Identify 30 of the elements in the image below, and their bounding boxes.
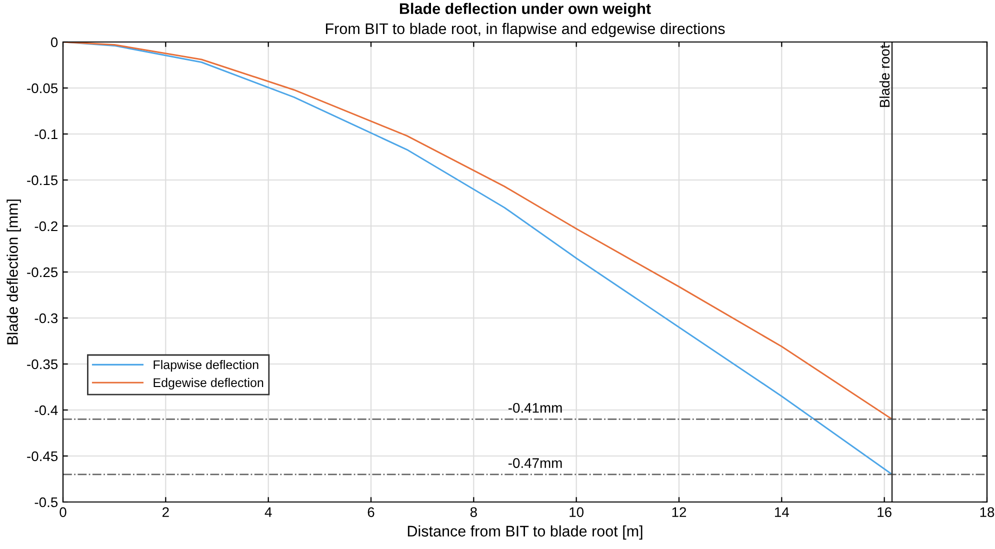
- y-tick-label: -0.25: [27, 267, 58, 278]
- ref-line-label: Blade root: [879, 44, 890, 107]
- y-tick-label: -0.5: [34, 497, 58, 508]
- chart-title: Blade deflection under own weight: [400, 2, 651, 18]
- y-tick-label: -0.2: [34, 221, 58, 232]
- x-tick-label: 18: [980, 507, 994, 518]
- x-tick-label: 0: [60, 507, 66, 518]
- y-tick-label: -0.3: [34, 313, 58, 324]
- y-tick-label: -0.15: [27, 175, 58, 186]
- x-tick-label: 10: [570, 507, 584, 518]
- ref-line-label: -0.41mm: [508, 402, 562, 413]
- x-tick-label: 16: [878, 507, 892, 518]
- y-tick-label: -0.45: [27, 451, 58, 462]
- y-tick-label: -0.4: [34, 405, 58, 416]
- x-tick-label: 4: [264, 507, 272, 517]
- legend-label: Flapwise deflection: [154, 360, 258, 372]
- x-tick-label: 2: [162, 507, 169, 517]
- x-tick-label: 8: [470, 507, 477, 518]
- y-tick-label: -0.1: [34, 129, 58, 140]
- y-axis-title: Blade deflection [mm]: [6, 200, 21, 344]
- x-tick-label: 12: [672, 507, 686, 517]
- legend-label: Edgewise deflection: [154, 378, 264, 390]
- chart-subtitle: From BIT to blade root, in flapwise and edgewise directions: [326, 22, 725, 38]
- x-tick-label: 14: [775, 507, 789, 517]
- y-tick-label: -0.05: [27, 83, 58, 94]
- ref-line-label: -0.47mm: [508, 458, 562, 468]
- x-axis-title: Distance from BIT to blade root [m]: [408, 525, 642, 540]
- y-tick-label: 0: [50, 37, 58, 48]
- y-tick-label: -0.35: [27, 359, 58, 370]
- x-tick-label: 6: [368, 507, 374, 518]
